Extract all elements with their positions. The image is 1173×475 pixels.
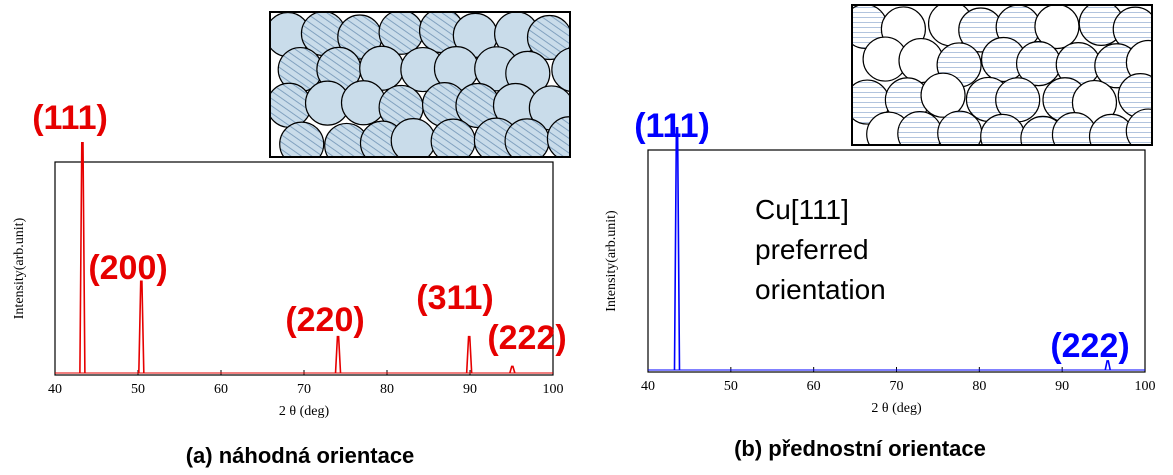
grains — [852, 5, 1152, 145]
peak-label: (311) — [416, 279, 494, 317]
x-tick-label: 80 — [972, 379, 986, 394]
grain — [920, 72, 966, 118]
x-tick-label: 90 — [1055, 379, 1069, 394]
x-tick-label: 60 — [807, 379, 821, 394]
peak-label: (220) — [285, 301, 364, 339]
peak-label: (200) — [88, 249, 167, 287]
inset-border — [269, 11, 571, 158]
x-tick-label: 70 — [297, 382, 311, 397]
peak-label: (222) — [1050, 327, 1129, 365]
peak-label: (222) — [487, 319, 566, 357]
x-tick-label: 50 — [131, 382, 145, 397]
x-tick-label: 70 — [890, 379, 904, 394]
peak — [673, 127, 681, 371]
x-tick-label: 80 — [380, 382, 394, 397]
peak — [138, 280, 145, 374]
grain — [937, 110, 983, 145]
grain — [980, 113, 1026, 145]
grain — [526, 14, 570, 61]
y-axis-label: Intensity(arb.unit) — [604, 210, 619, 312]
y-axis-label: Intensity(arb.unit) — [12, 217, 27, 319]
x-tick-label: 100 — [1135, 379, 1156, 394]
peak — [334, 335, 342, 374]
caption: (a) náhodná orientace — [186, 443, 415, 468]
x-axis-label: 2 θ (deg) — [279, 404, 330, 419]
peak — [509, 365, 516, 374]
grain — [270, 82, 312, 128]
grains — [270, 12, 570, 157]
inset-border — [851, 4, 1153, 146]
x-tick-label: 40 — [48, 382, 62, 397]
x-tick-label: 90 — [463, 382, 477, 397]
peak — [79, 142, 86, 374]
x-axis-label: 2 θ (deg) — [871, 401, 922, 416]
peak-label: (111) — [634, 107, 710, 145]
caption: (b) přednostní orientace — [734, 436, 986, 461]
grain — [340, 80, 387, 126]
annotation: Cu[111] preferred orientation — [755, 194, 886, 305]
x-tick-label: 60 — [214, 382, 228, 397]
x-tick-label: 50 — [724, 379, 738, 394]
peak — [1104, 360, 1112, 371]
x-tick-label: 40 — [641, 379, 655, 394]
peak-label: (111) — [32, 99, 108, 137]
grain — [279, 121, 325, 157]
grain — [390, 117, 436, 157]
grain — [1125, 108, 1152, 145]
grain — [551, 47, 570, 93]
peak — [465, 335, 473, 374]
x-tick-label: 100 — [543, 382, 564, 397]
grain — [897, 110, 943, 145]
